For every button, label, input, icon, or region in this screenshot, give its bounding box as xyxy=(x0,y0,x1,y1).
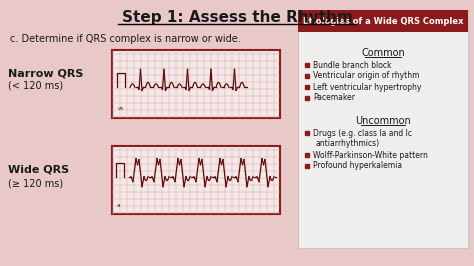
Text: Pacemaker: Pacemaker xyxy=(313,94,355,102)
Text: Drugs (e.g. class Ia and Ic: Drugs (e.g. class Ia and Ic xyxy=(313,128,412,138)
Text: (≥ 120 ms): (≥ 120 ms) xyxy=(8,178,63,188)
FancyBboxPatch shape xyxy=(112,50,280,118)
Text: (< 120 ms): (< 120 ms) xyxy=(8,81,63,91)
Text: Bundle branch block: Bundle branch block xyxy=(313,60,392,69)
FancyBboxPatch shape xyxy=(112,146,280,214)
Text: Ventricular origin of rhythm: Ventricular origin of rhythm xyxy=(313,72,419,81)
Text: Profound hyperkalemia: Profound hyperkalemia xyxy=(313,161,402,171)
Text: Narrow QRS: Narrow QRS xyxy=(8,68,83,78)
Text: Step 1: Assess the Rhythm: Step 1: Assess the Rhythm xyxy=(121,10,353,25)
Text: a: a xyxy=(117,203,120,208)
Text: antiarrhythmics): antiarrhythmics) xyxy=(316,139,380,148)
Text: c. Determine if QRS complex is narrow or wide.: c. Determine if QRS complex is narrow or… xyxy=(10,34,241,44)
Text: vs: vs xyxy=(118,106,124,111)
FancyBboxPatch shape xyxy=(298,10,468,32)
Text: Left ventricular hypertrophy: Left ventricular hypertrophy xyxy=(313,82,421,92)
Text: Common: Common xyxy=(361,48,405,58)
Text: Wolff-Parkinson-White pattern: Wolff-Parkinson-White pattern xyxy=(313,151,428,160)
Text: Uncommon: Uncommon xyxy=(355,116,411,126)
Text: Etiologies of a Wide QRS Complex: Etiologies of a Wide QRS Complex xyxy=(303,16,463,26)
FancyBboxPatch shape xyxy=(298,10,468,248)
Text: Wide QRS: Wide QRS xyxy=(8,164,69,174)
